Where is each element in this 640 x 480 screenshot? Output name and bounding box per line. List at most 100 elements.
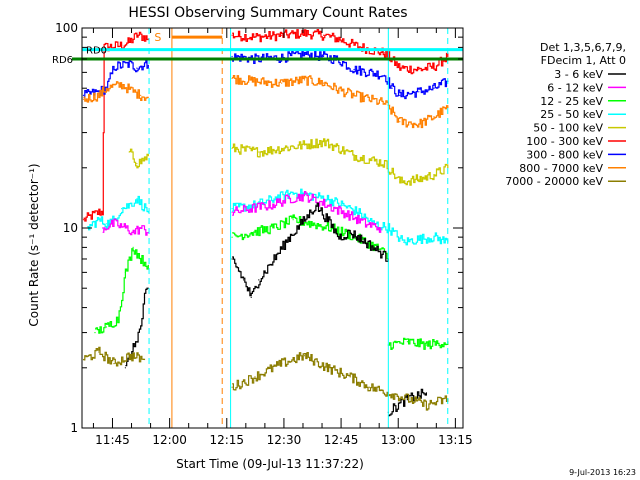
data-point-5-1-7: [349, 215, 351, 217]
data-point-0-1-5: [338, 38, 340, 40]
rd6-label: RD6: [52, 55, 73, 66]
data-point-1-0-3: [113, 66, 115, 68]
data-point-5-1-1: [250, 208, 252, 210]
data-point-3-1-1: [258, 151, 260, 153]
data-point-7-1-12: [380, 252, 382, 254]
data-point-0-0-7: [143, 36, 146, 38]
data-point-7-1-7: [315, 204, 317, 206]
data-point-0-1-10: [399, 67, 401, 69]
data-point-1-1-10: [399, 94, 401, 96]
data-point-3-1-0: [231, 147, 233, 149]
data-point-8-1-2: [281, 363, 283, 365]
data-point-1-1-0: [231, 55, 233, 58]
data-point-3-1-2: [281, 147, 283, 149]
data-point-4-1-12: [433, 236, 435, 238]
data-point-2-1-4: [323, 82, 325, 84]
data-point-5-1-3: [288, 198, 290, 200]
x-tick-label-2: 12:15: [209, 433, 244, 447]
data-point-7-0-0: [124, 367, 126, 369]
data-point-6-0-2: [117, 318, 119, 320]
data-point-8-0-3: [128, 355, 130, 357]
data-point-3-1-4: [323, 141, 325, 143]
data-point-5-0-0: [102, 227, 104, 229]
data-point-6-0-3: [124, 271, 126, 273]
data-point-6-0-1: [105, 326, 107, 328]
data-point-4-0-6: [136, 198, 138, 200]
data-point-2-0-2: [105, 87, 107, 89]
data-point-1-0-4: [128, 63, 130, 65]
legend-label-8: 7000 - 20000 keV: [505, 175, 603, 188]
data-point-7-0-3: [143, 296, 146, 298]
series-trace-2-0: [83, 81, 149, 103]
data-point-1-0-1: [98, 91, 100, 93]
data-point-8-1-1: [254, 376, 256, 378]
legend-label-5: 100 - 300 keV: [526, 135, 603, 148]
data-point-7-1-6: [303, 219, 306, 221]
data-point-1-1-3: [303, 53, 306, 55]
x-tick-label-1: 12:00: [152, 433, 187, 447]
series-trace-6-0: [95, 248, 149, 334]
data-point-8-1-6: [368, 386, 370, 388]
data-point-1-0-6: [143, 63, 146, 65]
data-point-2-1-1: [254, 80, 256, 83]
data-point-2-0-3: [121, 84, 123, 86]
data-point-3-1-3: [303, 144, 306, 146]
data-point-3-0-1: [136, 163, 138, 165]
data-point-5-1-5: [319, 201, 321, 203]
x-tick-label-6: 13:15: [438, 433, 473, 447]
data-point-7-2-2: [425, 392, 427, 394]
data-point-1-1-4: [323, 55, 325, 58]
data-point-8-1-5: [349, 376, 351, 378]
series-trace-4-0: [87, 195, 149, 231]
data-point-0-1-2: [281, 34, 283, 36]
data-point-4-0-4: [121, 208, 123, 210]
series-trace-5-1: [232, 191, 382, 233]
data-point-6-0-5: [140, 258, 142, 260]
legend-label-1: 6 - 12 keV: [547, 81, 603, 94]
data-point-2-0-1: [98, 94, 100, 96]
data-point-0-0-0: [82, 219, 85, 221]
data-point-2-1-13: [447, 107, 449, 109]
data-point-8-1-3: [303, 355, 306, 357]
data-point-5-1-8: [364, 223, 367, 225]
data-point-7-1-1: [242, 279, 245, 281]
data-point-1-0-0: [82, 94, 85, 96]
data-point-6-0-4: [132, 246, 134, 248]
series-trace-0-1: [232, 29, 449, 75]
legend-label-4: 50 - 100 keV: [533, 122, 603, 135]
data-point-3-1-5: [338, 147, 340, 149]
data-point-5-1-4: [303, 195, 306, 197]
data-point-7-1-11: [364, 241, 367, 243]
series-trace-3-0: [129, 148, 149, 169]
data-point-3-1-9: [391, 171, 393, 173]
data-point-0-0-6: [136, 34, 138, 36]
data-point-2-1-8: [383, 102, 386, 104]
data-point-5-1-2: [269, 204, 271, 206]
data-point-6-1-3: [292, 219, 294, 221]
data-point-3-0-2: [140, 160, 142, 163]
data-point-7-1-10: [349, 231, 351, 234]
legend-label-3: 25 - 50 keV: [540, 108, 603, 121]
data-point-6-1-6: [349, 234, 351, 236]
data-point-4-0-1: [98, 219, 100, 221]
data-point-2-1-5: [338, 89, 340, 91]
x-axis-label: Start Time (09-Jul-13 11:37:22): [176, 457, 364, 471]
data-point-4-1-3: [292, 192, 294, 194]
data-point-3-1-12: [433, 174, 435, 176]
data-point-0-0-2: [102, 211, 104, 213]
plot-layer: RD0 S: [72, 28, 463, 428]
data-point-4-1-6: [342, 204, 344, 206]
rd0-label: RD0: [86, 46, 107, 57]
data-point-3-1-7: [368, 158, 370, 161]
series-trace-6-2: [388, 337, 449, 350]
series-trace-1-1: [232, 49, 449, 100]
legend-label-2: 12 - 25 keV: [540, 95, 603, 108]
legend-label-0: 3 - 6 keV: [554, 68, 603, 81]
data-point-8-0-4: [143, 358, 146, 361]
data-point-5-0-2: [124, 227, 126, 229]
data-point-2-1-6: [353, 94, 355, 96]
data-point-7-1-2: [250, 296, 252, 298]
data-point-5-1-9: [380, 227, 382, 229]
data-point-1-1-7: [368, 71, 370, 73]
data-point-0-1-0: [231, 34, 233, 36]
